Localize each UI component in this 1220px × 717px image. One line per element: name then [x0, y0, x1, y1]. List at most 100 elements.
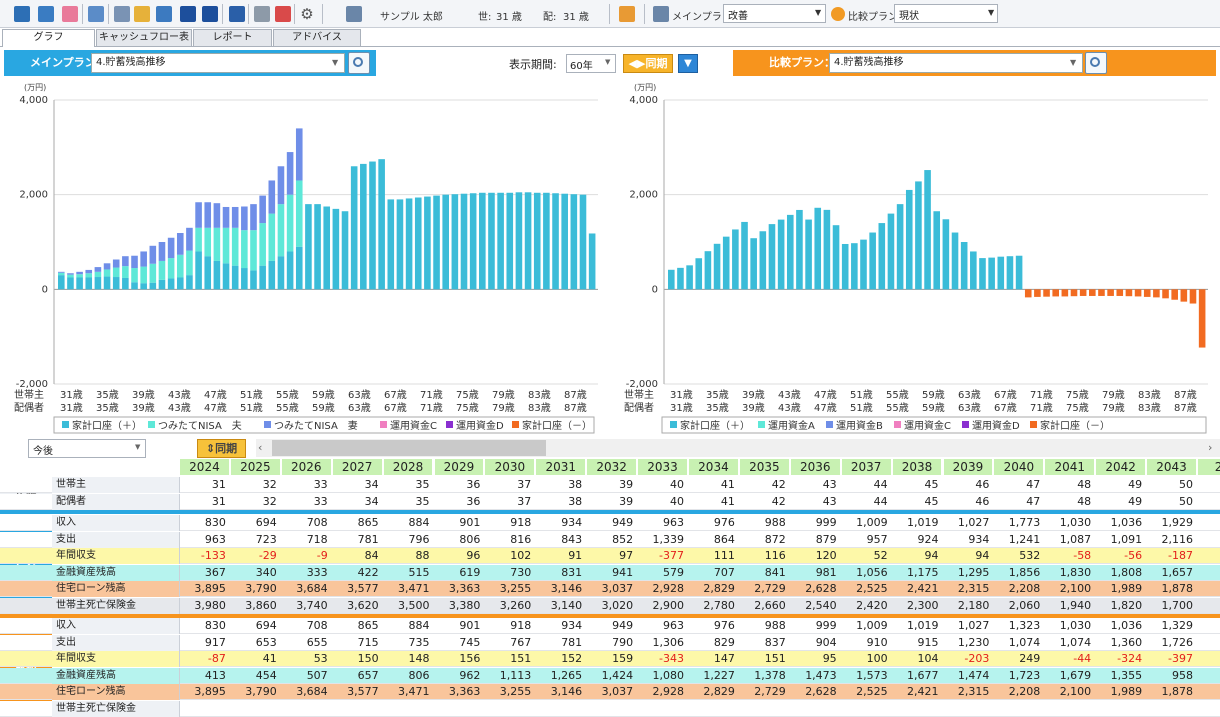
tab-report[interactable]: レポート [193, 29, 272, 46]
open-folder-icon[interactable] [134, 6, 150, 22]
table-cell: 1,009 [856, 516, 888, 529]
table-cell: 949 [612, 619, 634, 632]
table-cell: 963 [204, 532, 226, 546]
table-cell: 340 [255, 565, 277, 579]
table-cell: 2,315 [957, 685, 990, 698]
compare-plan-chart-select[interactable]: 4.貯蓄残高推移 [829, 53, 1083, 73]
bar-つみたてNISA 夫 [85, 273, 93, 278]
dm-icon[interactable] [156, 6, 172, 22]
table-cell: 3,471 [397, 582, 430, 595]
sync-button[interactable]: ◀▶同期 [623, 54, 673, 73]
table-cell: 1,074 [1059, 635, 1092, 649]
row-label: 世帯主 [52, 477, 180, 493]
bar-家計口座（＋） [387, 199, 395, 290]
tab-cashflow[interactable]: キャッシュフロー表 [96, 29, 192, 46]
table-cell: 1,723 [1008, 668, 1041, 682]
horizontal-scrollbar[interactable]: ‹ › [256, 439, 1220, 457]
print-icon[interactable] [254, 6, 270, 22]
legend-swatch [826, 421, 833, 428]
table-cell: 1,230 [957, 635, 990, 649]
tab-advice[interactable]: アドバイス [273, 29, 361, 46]
row-label: 支出 [52, 634, 180, 651]
table-cell: 2,420 [856, 598, 888, 612]
bar-家計口座（＋） [732, 229, 739, 290]
main-plan-chart-select[interactable]: 4.貯蓄残高推移 [91, 53, 345, 73]
table-cell: 841 [764, 565, 786, 579]
document-icon[interactable] [14, 6, 30, 22]
table-cell: 1,074 [1008, 635, 1041, 649]
table-cell: 507 [306, 668, 328, 682]
bar-家計口座（＋） [924, 170, 931, 290]
year-header: 2025 [230, 459, 281, 475]
table-cell: 901 [459, 516, 481, 529]
table-cell: 52 [873, 549, 888, 562]
bar-家計口座（＋） [777, 219, 785, 290]
table-cell: 1,329 [1161, 619, 1193, 632]
chevron-down-icon[interactable]: ▼ [988, 8, 995, 17]
layout-icon[interactable] [619, 6, 635, 22]
bar-chart-icon[interactable] [229, 6, 245, 22]
family-icon[interactable] [62, 6, 78, 22]
window-icon[interactable] [38, 6, 54, 22]
table-cell: 37 [517, 494, 532, 508]
table-cell: 718 [306, 532, 328, 546]
bar-家計口座（＋） [543, 192, 550, 290]
table-cell: 2,421 [906, 685, 939, 698]
table-cell: 1,940 [1059, 598, 1092, 612]
table-cell: 3,620 [347, 598, 379, 612]
save-as-icon[interactable] [202, 6, 218, 22]
table-cell: 2,628 [805, 685, 837, 698]
table-row: 住宅ローン残高 3,895 3,790 3,684 3,577 3,471 3,363 3,2… [0, 581, 1220, 597]
compare-plan-select[interactable]: 現状 [894, 4, 998, 23]
person-icon [346, 6, 362, 22]
new-file-icon[interactable] [114, 6, 130, 22]
table-cell: 957 [866, 532, 888, 546]
bar-つみたてNISA 妻 [112, 259, 120, 268]
head-age: 31 歳 [496, 12, 522, 23]
bar-家計口座（＋） [323, 206, 331, 290]
table-cell: 3,500 [397, 598, 430, 612]
table-row: 世帯主死亡保険金 3,980 3,860 3,740 3,620 3,500 3,380 3,… [0, 597, 1220, 614]
table-cell: -397 [1168, 652, 1193, 665]
year-header: 2036 [790, 459, 841, 475]
x-tick-spouse: 67歳 [384, 402, 407, 414]
zoom-icon[interactable] [348, 52, 370, 74]
bar-家計口座（＋） [869, 232, 876, 290]
table-cell: 111 [713, 549, 735, 562]
period-select[interactable]: 60年 [566, 54, 616, 73]
tab-graph[interactable]: グラフ [2, 29, 95, 47]
gear-icon[interactable]: ⚙ [300, 5, 314, 23]
main-plan-icon [653, 6, 669, 22]
scroll-left-icon[interactable]: ‹ [258, 441, 263, 454]
table-cell: 918 [510, 619, 532, 632]
bar-家計口座（＋） [85, 277, 93, 290]
main-plan-select[interactable]: 改善 [723, 4, 826, 23]
table-cell: 3,471 [397, 685, 430, 698]
table-cell: 333 [306, 565, 328, 579]
zoom-icon[interactable] [1085, 52, 1107, 74]
bar-家計口座（＋） [515, 192, 523, 290]
view-select[interactable]: 今後 [28, 439, 146, 458]
table-cell: 790 [612, 635, 634, 649]
table-cell: 2,928 [652, 582, 684, 595]
pdf-icon[interactable] [275, 6, 291, 22]
save-icon[interactable] [180, 6, 196, 22]
scroll-thumb[interactable] [272, 440, 546, 456]
table-cell: 39 [619, 478, 634, 491]
table-cell: 806 [408, 668, 430, 682]
main-plan-title: メインプラン： [30, 56, 107, 69]
chevron-down-icon[interactable]: ▼ [815, 8, 822, 17]
x-tick-spouse: 63歳 [348, 402, 371, 414]
expand-button[interactable]: ▼ [678, 54, 698, 73]
bar-家計口座（＋） [896, 204, 904, 290]
year-header: 2032 [587, 459, 638, 475]
scroll-right-icon[interactable]: › [1208, 441, 1213, 454]
bar-家計口座（＋） [332, 208, 340, 290]
table-cell: 46 [975, 478, 990, 491]
table-cell: 84 [364, 549, 379, 562]
toolbar: ⚙ サンプル 太郎 世: 31 歳 配: 31 歳 メインプラン: 改善 ▼ 比… [0, 0, 1220, 28]
x-tick-head: 75歳 [1066, 389, 1089, 401]
copy-icon[interactable] [88, 6, 104, 22]
year-header: 2028 [383, 459, 434, 475]
table-sync-button[interactable]: ⇕同期 [197, 439, 246, 458]
